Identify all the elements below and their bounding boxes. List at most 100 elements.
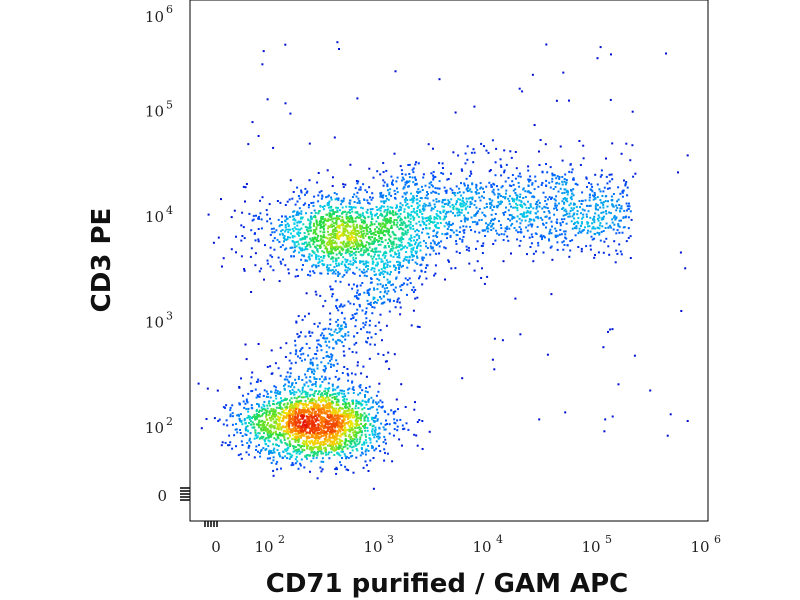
event-dot [275,418,278,421]
event-dot [392,264,395,267]
event-dot [351,407,354,410]
event-dot [386,197,389,200]
event-dot [307,206,310,209]
event-dot [404,256,407,259]
event-dot [277,415,279,418]
event-dot [323,378,326,381]
event-dot [461,205,464,208]
event-dot [523,235,525,238]
event-dot [416,228,419,231]
event-dot [412,210,415,213]
event-dot [359,436,362,439]
event-dot [255,410,258,412]
event-dot [362,466,365,469]
event-dot [432,235,435,238]
event-dot [282,430,285,433]
event-dot [220,198,222,201]
event-dot [330,447,332,450]
event-dot [390,409,393,412]
event-dot [268,425,271,428]
event-dot [366,191,368,194]
event-dot [330,356,333,358]
event-dot [270,408,273,411]
event-dot [507,209,510,212]
event-dot [450,223,453,226]
event-dot [624,183,627,185]
event-dot [519,231,522,233]
event-dot [621,190,624,193]
event-dot [260,227,263,230]
event-dot [352,439,355,442]
event-dot [627,227,630,230]
event-dot [490,185,493,188]
event-dot [527,185,530,187]
event-dot [463,204,466,207]
event-dot [231,412,234,415]
event-dot [315,378,318,380]
event-dot [327,225,330,228]
event-dot [289,372,292,375]
event-dot [410,247,413,250]
event-dot [295,245,298,248]
event-dot [341,448,344,451]
event-dot [575,205,578,208]
event-dot [296,333,299,336]
event-dot [239,453,242,456]
event-dot [355,400,358,403]
event-dot [268,435,271,438]
event-dot [285,430,288,433]
event-dot [313,231,315,234]
event-dot [567,191,569,194]
event-dot [354,220,357,223]
event-dot [464,220,467,223]
event-dot [346,225,349,228]
event-dot [565,212,568,215]
event-dot [268,411,271,413]
event-dot [240,224,243,227]
event-dot [310,449,313,452]
event-dot [357,235,360,238]
event-dot [493,205,496,208]
event-dot [399,202,402,205]
event-dot [293,407,296,409]
event-dot [593,219,596,222]
event-dot [339,329,342,332]
event-dot [325,393,328,396]
event-dot [334,269,337,272]
event-dot [258,409,261,412]
event-dot [562,248,565,251]
event-dot [323,225,326,227]
event-dot [506,235,509,238]
event-dot [530,225,533,228]
event-dot [250,406,253,409]
event-dot [588,199,591,202]
event-dot [400,289,403,292]
event-dot [390,254,393,257]
event-dot [295,400,298,403]
event-dot [276,449,279,452]
event-dot [326,337,329,340]
event-dot [309,335,312,337]
event-dot [558,202,560,205]
event-dot [372,416,375,419]
event-dot [305,404,308,406]
event-dot [449,205,452,208]
event-dot [349,445,352,448]
event-dot [509,150,512,153]
event-dot [384,428,387,431]
event-dot [669,413,672,416]
event-dot [445,221,448,224]
event-dot [259,199,261,202]
event-dot [382,301,385,304]
event-dot [441,199,444,202]
event-dot [335,219,338,222]
event-dot [258,393,261,396]
event-dot [381,260,384,263]
event-dot [435,200,438,203]
event-dot [546,353,549,356]
event-dot [446,233,449,235]
event-dot [314,406,317,409]
event-dot [365,247,368,250]
event-dot [371,196,374,199]
event-dot [580,203,583,205]
